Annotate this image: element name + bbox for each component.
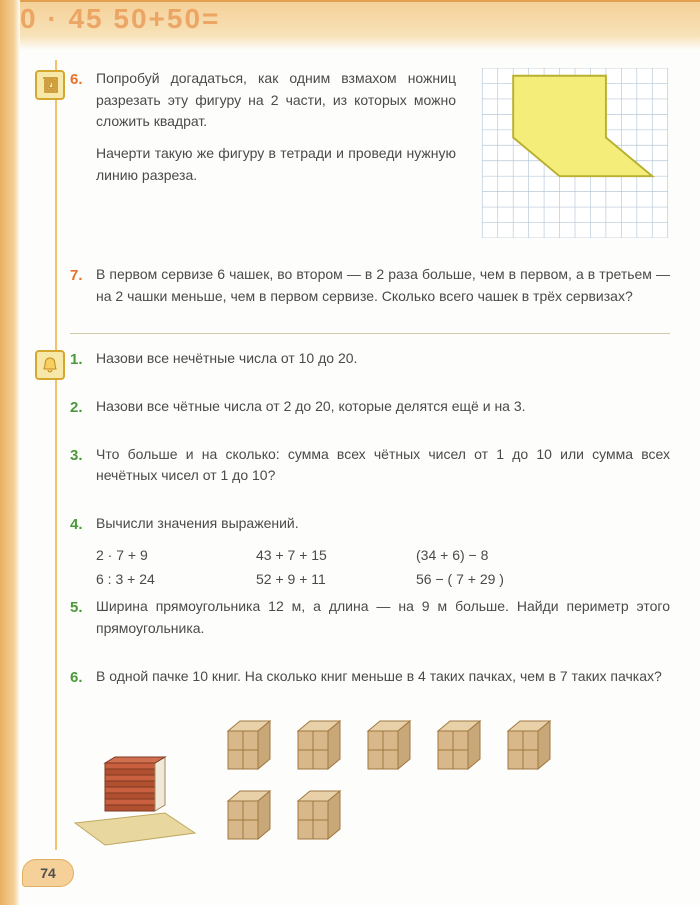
- pack-icon: [500, 713, 560, 773]
- problem-text: В одной пачке 10 книг. На сколько книг м…: [96, 666, 670, 698]
- problem-a7: 7. В первом сервизе 6 чашек, во втором —…: [70, 264, 670, 317]
- problem-number: 7.: [70, 264, 96, 317]
- paragraph: Назови все чётные числа от 2 до 20, кото…: [96, 396, 670, 418]
- book-packs: [220, 713, 580, 843]
- header-faded-art: 0 · 45 50+50=: [20, 3, 220, 35]
- expression: (34 + 6) − 8: [416, 545, 526, 567]
- section-divider: [70, 333, 670, 334]
- pack-icon: [220, 783, 280, 843]
- problem-number: 5.: [70, 596, 96, 649]
- paragraph: Ширина прямоугольника 12 м, а длина — на…: [96, 596, 670, 639]
- problem-b6: 6. В одной пачке 10 книг. На сколько кни…: [70, 666, 670, 698]
- problem-b1: 1. Назови все нечётные числа от 10 до 20…: [70, 348, 670, 380]
- problem-text: Попробуй догадаться, как одним взмахом н…: [96, 68, 456, 248]
- problem-number: 1.: [70, 348, 96, 380]
- problem-number: 6.: [70, 666, 96, 698]
- problem-number: 6.: [70, 68, 96, 248]
- book-stack: [70, 753, 180, 843]
- spiral-icon: [35, 70, 65, 100]
- expression: 2 · 7 + 9: [96, 545, 206, 567]
- paragraph: Что больше и на сколько: сумма всех чётн…: [96, 444, 670, 487]
- paragraph: Попробуй догадаться, как одним взмахом н…: [96, 68, 456, 133]
- expression: 43 + 7 + 15: [256, 545, 366, 567]
- bell-icon: [35, 350, 65, 380]
- problem-text: Назови все нечётные числа от 10 до 20.: [96, 348, 670, 380]
- problem-b5: 5. Ширина прямоугольника 12 м, а длина —…: [70, 596, 670, 649]
- paragraph: Вычисли значения выражений.: [96, 513, 670, 535]
- problem-number: 4.: [70, 513, 96, 590]
- problem-b3: 3. Что больше и на сколько: сумма всех ч…: [70, 444, 670, 497]
- pack-icon: [360, 713, 420, 773]
- expression: 56 − ( 7 + 29 ): [416, 569, 526, 591]
- grid-figure: [480, 68, 670, 238]
- paragraph: Начерти такую же фигуру в тетради и пров…: [96, 143, 456, 186]
- books-illustration: [70, 713, 670, 843]
- page-left-border: [0, 0, 20, 905]
- expression: 52 + 9 + 11: [256, 569, 366, 591]
- pack-icon: [290, 713, 350, 773]
- problem-text: Назови все чётные числа от 2 до 20, кото…: [96, 396, 670, 428]
- paragraph: Назови все нечётные числа от 10 до 20.: [96, 348, 670, 370]
- page-number-badge: 74: [22, 859, 74, 887]
- page-number: 74: [40, 865, 56, 881]
- expression: 6 : 3 + 24: [96, 569, 206, 591]
- page-content: 6. Попробуй догадаться, как одним взмахо…: [70, 68, 670, 843]
- margin-rule-line: [55, 60, 57, 850]
- pack-icon: [220, 713, 280, 773]
- problem-number: 3.: [70, 444, 96, 497]
- problem-text: В первом сервизе 6 чашек, во втором — в …: [96, 264, 670, 317]
- problem-text: Ширина прямоугольника 12 м, а длина — на…: [96, 596, 670, 649]
- paragraph: В первом сервизе 6 чашек, во втором — в …: [96, 264, 670, 307]
- problem-b4: 4. Вычисли значения выражений. 2 · 7 + 9…: [70, 513, 670, 590]
- expression-row: 2 · 7 + 9 43 + 7 + 15 (34 + 6) − 8: [96, 545, 670, 567]
- problem-a6: 6. Попробуй догадаться, как одним взмахо…: [70, 68, 670, 248]
- expression-row: 6 : 3 + 24 52 + 9 + 11 56 − ( 7 + 29 ): [96, 569, 670, 591]
- problem-text: Что больше и на сколько: сумма всех чётн…: [96, 444, 670, 497]
- problem-text: Вычисли значения выражений. 2 · 7 + 9 43…: [96, 513, 670, 590]
- pack-icon: [430, 713, 490, 773]
- problem-b2: 2. Назови все чётные числа от 2 до 20, к…: [70, 396, 670, 428]
- pack-icon: [290, 783, 350, 843]
- problem-number: 2.: [70, 396, 96, 428]
- paragraph: В одной пачке 10 книг. На сколько книг м…: [96, 666, 670, 688]
